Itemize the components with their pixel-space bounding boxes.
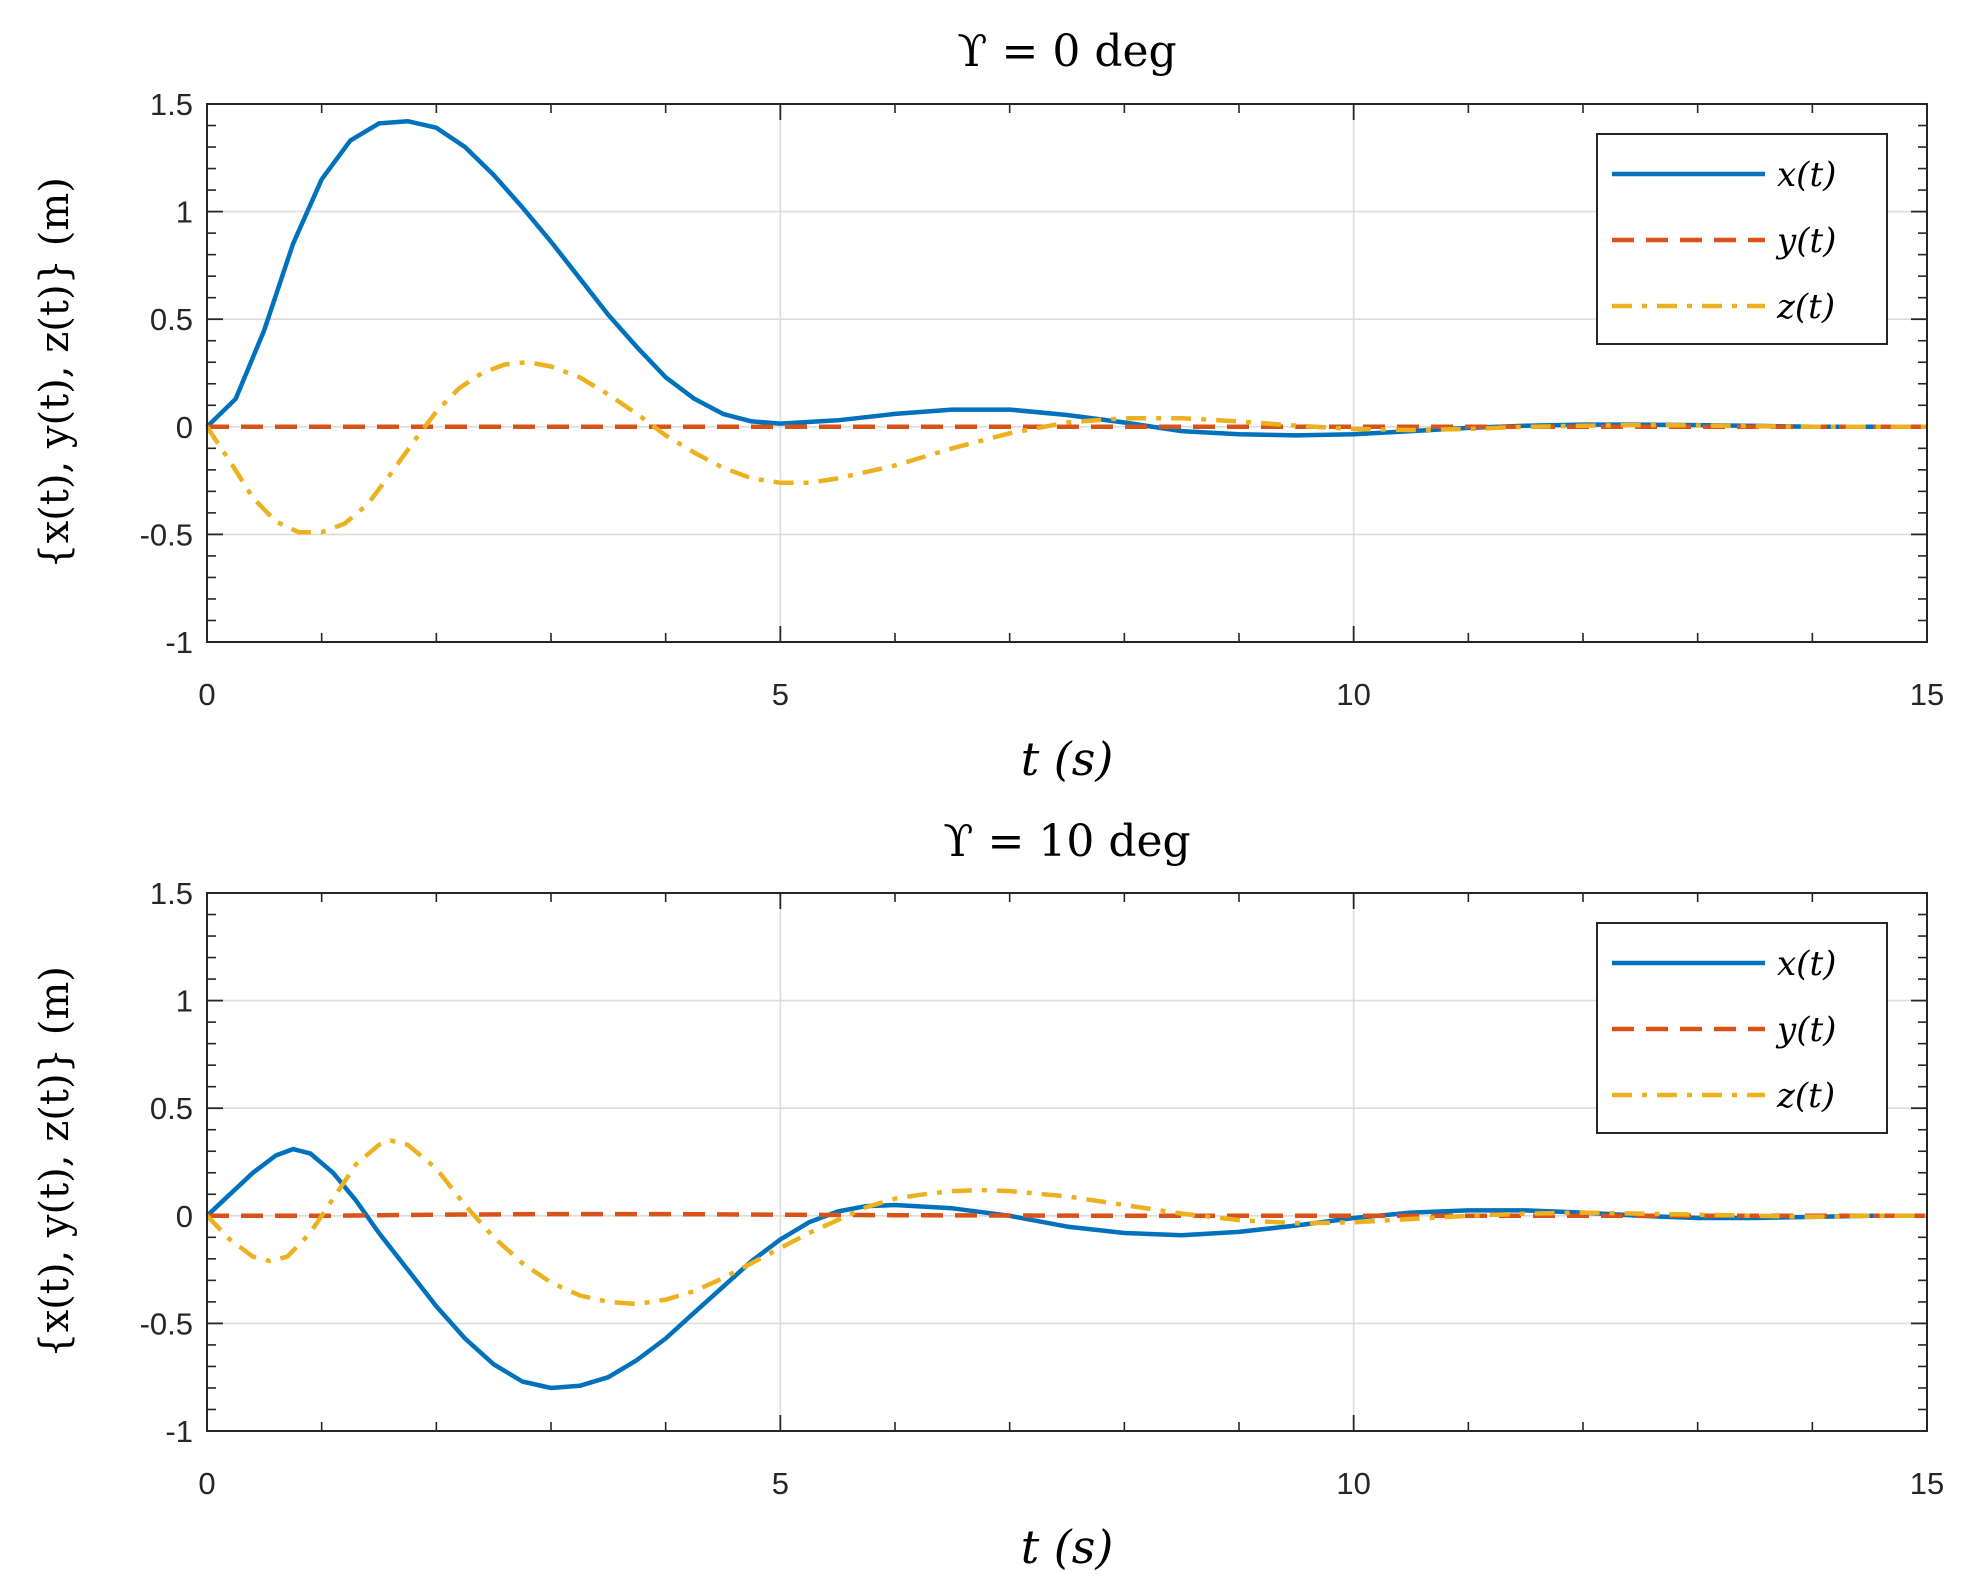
legend: x(t) y(t) z(t) bbox=[1596, 133, 1888, 345]
legend-box bbox=[1596, 133, 1888, 345]
chart-panel-bottom: 0 5 10 15 -1 -0.5 0 0.5 1 1.5 ϒ = 10 deg t (s) {x(t)… bbox=[32, 816, 1944, 1574]
y-tick-label: -1 bbox=[165, 1414, 193, 1449]
minor-ticks bbox=[207, 104, 1927, 642]
chart-panel-top: 0 5 10 15 -1 -0.5 0 0.5 1 1.5 ϒ = 0 deg t (s) {x(t),… bbox=[32, 26, 1944, 786]
y-tick-label: 1 bbox=[176, 195, 193, 230]
x-tick-label: 15 bbox=[1910, 677, 1944, 712]
series-line-zt bbox=[205, 1138, 1927, 1307]
minor-ticks bbox=[207, 893, 1927, 1431]
y-tick-label: -1 bbox=[165, 625, 193, 660]
chart-title: ϒ = 0 deg bbox=[957, 26, 1176, 77]
y-tick-label: -0.5 bbox=[140, 1306, 193, 1341]
x-axis-label: t (s) bbox=[1021, 1520, 1114, 1574]
legend-entry: x(t) bbox=[1777, 944, 1836, 984]
axes-box bbox=[206, 892, 1928, 1432]
x-tick-label: 15 bbox=[1910, 1466, 1944, 1501]
x-tick-label: 0 bbox=[198, 1466, 215, 1501]
series-line-zt bbox=[205, 359, 1927, 535]
y-tick-label: -0.5 bbox=[140, 517, 193, 552]
legend-entry: y(t) bbox=[1775, 1010, 1836, 1050]
legend-entry: z(t) bbox=[1776, 287, 1835, 327]
x-axis-label: t (s) bbox=[1021, 732, 1114, 786]
series-group bbox=[205, 118, 1927, 535]
series-line-xt bbox=[205, 1146, 1927, 1391]
y-tick-label: 0 bbox=[176, 410, 193, 445]
y-tick-label: 1.5 bbox=[150, 87, 193, 122]
legend-entry: z(t) bbox=[1776, 1076, 1835, 1116]
x-tick-label: 5 bbox=[772, 677, 789, 712]
legend-box bbox=[1596, 922, 1888, 1134]
x-tick-label: 5 bbox=[772, 1466, 789, 1501]
axes-box bbox=[206, 103, 1928, 643]
x-tick-label: 10 bbox=[1336, 1466, 1370, 1501]
y-tick-label: 0 bbox=[176, 1199, 193, 1234]
legend-entry: x(t) bbox=[1777, 155, 1836, 195]
y-tick-label: 1 bbox=[176, 984, 193, 1019]
legend-entry: y(t) bbox=[1775, 221, 1836, 261]
y-axis-label: {x(t), y(t), z(t)} (m) bbox=[32, 177, 78, 569]
y-tick-label: 1.5 bbox=[150, 876, 193, 911]
legend: x(t) y(t) z(t) bbox=[1596, 922, 1888, 1134]
y-tick-label: 0.5 bbox=[150, 302, 193, 337]
y-axis-label: {x(t), y(t), z(t)} (m) bbox=[32, 966, 78, 1358]
series-group bbox=[205, 1138, 1927, 1391]
chart-title: ϒ = 10 deg bbox=[943, 816, 1190, 867]
x-tick-label: 0 bbox=[198, 677, 215, 712]
x-tick-label: 10 bbox=[1336, 677, 1370, 712]
y-tick-label: 0.5 bbox=[150, 1091, 193, 1126]
series-line-yt bbox=[207, 1211, 1927, 1219]
